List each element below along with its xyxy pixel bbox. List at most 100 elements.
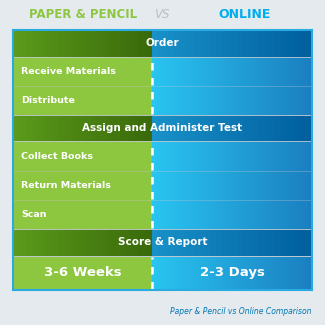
Bar	[50, 115, 55, 141]
Bar	[275, 229, 280, 255]
Bar	[13, 229, 18, 255]
Bar	[280, 115, 286, 141]
Bar	[41, 30, 46, 57]
Bar	[221, 30, 227, 57]
Bar	[240, 30, 243, 290]
Bar	[163, 115, 168, 141]
Bar	[27, 30, 32, 57]
Bar	[160, 30, 163, 290]
Bar	[275, 30, 280, 57]
Bar	[92, 229, 97, 255]
Bar	[205, 115, 211, 141]
Bar	[176, 30, 179, 290]
Bar	[221, 115, 227, 141]
Bar	[18, 30, 23, 57]
Bar	[147, 30, 152, 57]
Bar	[168, 115, 174, 141]
Bar	[301, 115, 307, 141]
Bar	[189, 229, 195, 255]
Bar	[211, 229, 216, 255]
Bar	[184, 30, 187, 290]
Bar	[110, 229, 115, 255]
Bar	[296, 229, 302, 255]
Bar	[73, 30, 78, 57]
Bar	[216, 115, 222, 141]
Bar	[216, 229, 222, 255]
Bar	[32, 115, 37, 141]
Bar	[173, 115, 179, 141]
Bar	[50, 229, 55, 255]
Bar	[179, 30, 182, 290]
Bar	[73, 229, 78, 255]
Bar	[283, 30, 286, 290]
Bar	[291, 30, 296, 57]
Text: Distribute: Distribute	[21, 96, 75, 105]
Bar	[205, 30, 211, 57]
Bar	[36, 30, 41, 57]
Bar	[184, 30, 190, 57]
Bar	[219, 30, 222, 290]
Bar	[259, 30, 265, 57]
Text: 3-6 Weeks: 3-6 Weeks	[44, 266, 121, 279]
Bar	[83, 229, 88, 255]
Bar	[179, 229, 185, 255]
Bar	[237, 30, 243, 57]
Bar	[232, 229, 238, 255]
Bar	[143, 115, 148, 141]
Bar	[304, 30, 307, 290]
Bar	[189, 30, 195, 57]
Bar	[211, 30, 214, 290]
Bar	[299, 30, 302, 290]
Bar	[157, 115, 163, 141]
Bar	[18, 115, 23, 141]
Bar	[275, 115, 280, 141]
Bar	[243, 115, 249, 141]
Bar	[261, 30, 265, 290]
Bar	[248, 30, 254, 57]
Bar	[134, 229, 138, 255]
Bar	[157, 229, 163, 255]
Text: ONLINE: ONLINE	[219, 8, 271, 21]
Bar	[97, 229, 101, 255]
Bar	[129, 115, 134, 141]
Bar	[87, 115, 92, 141]
Bar	[237, 229, 243, 255]
Bar	[97, 115, 101, 141]
Bar	[253, 30, 259, 57]
Bar	[22, 229, 27, 255]
Bar	[301, 30, 307, 57]
Bar	[69, 30, 74, 57]
Bar	[205, 229, 211, 255]
Bar	[168, 30, 171, 290]
Bar	[291, 115, 296, 141]
Bar	[301, 229, 307, 255]
Bar	[13, 30, 312, 290]
Bar	[285, 229, 291, 255]
Bar	[288, 30, 291, 290]
Bar	[124, 229, 129, 255]
Bar	[83, 30, 88, 57]
Bar	[211, 115, 216, 141]
Bar	[171, 30, 174, 290]
Bar	[13, 30, 152, 290]
Bar	[309, 30, 313, 290]
Bar	[115, 30, 120, 57]
Bar	[245, 30, 249, 290]
Bar	[173, 30, 179, 57]
Bar	[13, 115, 18, 141]
Bar	[143, 30, 148, 57]
Text: 2-3 Days: 2-3 Days	[200, 266, 265, 279]
Bar	[124, 115, 129, 141]
Bar	[264, 30, 267, 290]
Bar	[87, 30, 92, 57]
Bar	[64, 30, 69, 57]
Bar	[152, 229, 158, 255]
Bar	[275, 30, 278, 290]
Bar	[157, 30, 163, 57]
Bar	[134, 115, 138, 141]
Bar	[280, 30, 283, 290]
Bar	[307, 30, 313, 57]
Bar	[92, 115, 97, 141]
Bar	[101, 229, 106, 255]
Bar	[205, 30, 209, 290]
